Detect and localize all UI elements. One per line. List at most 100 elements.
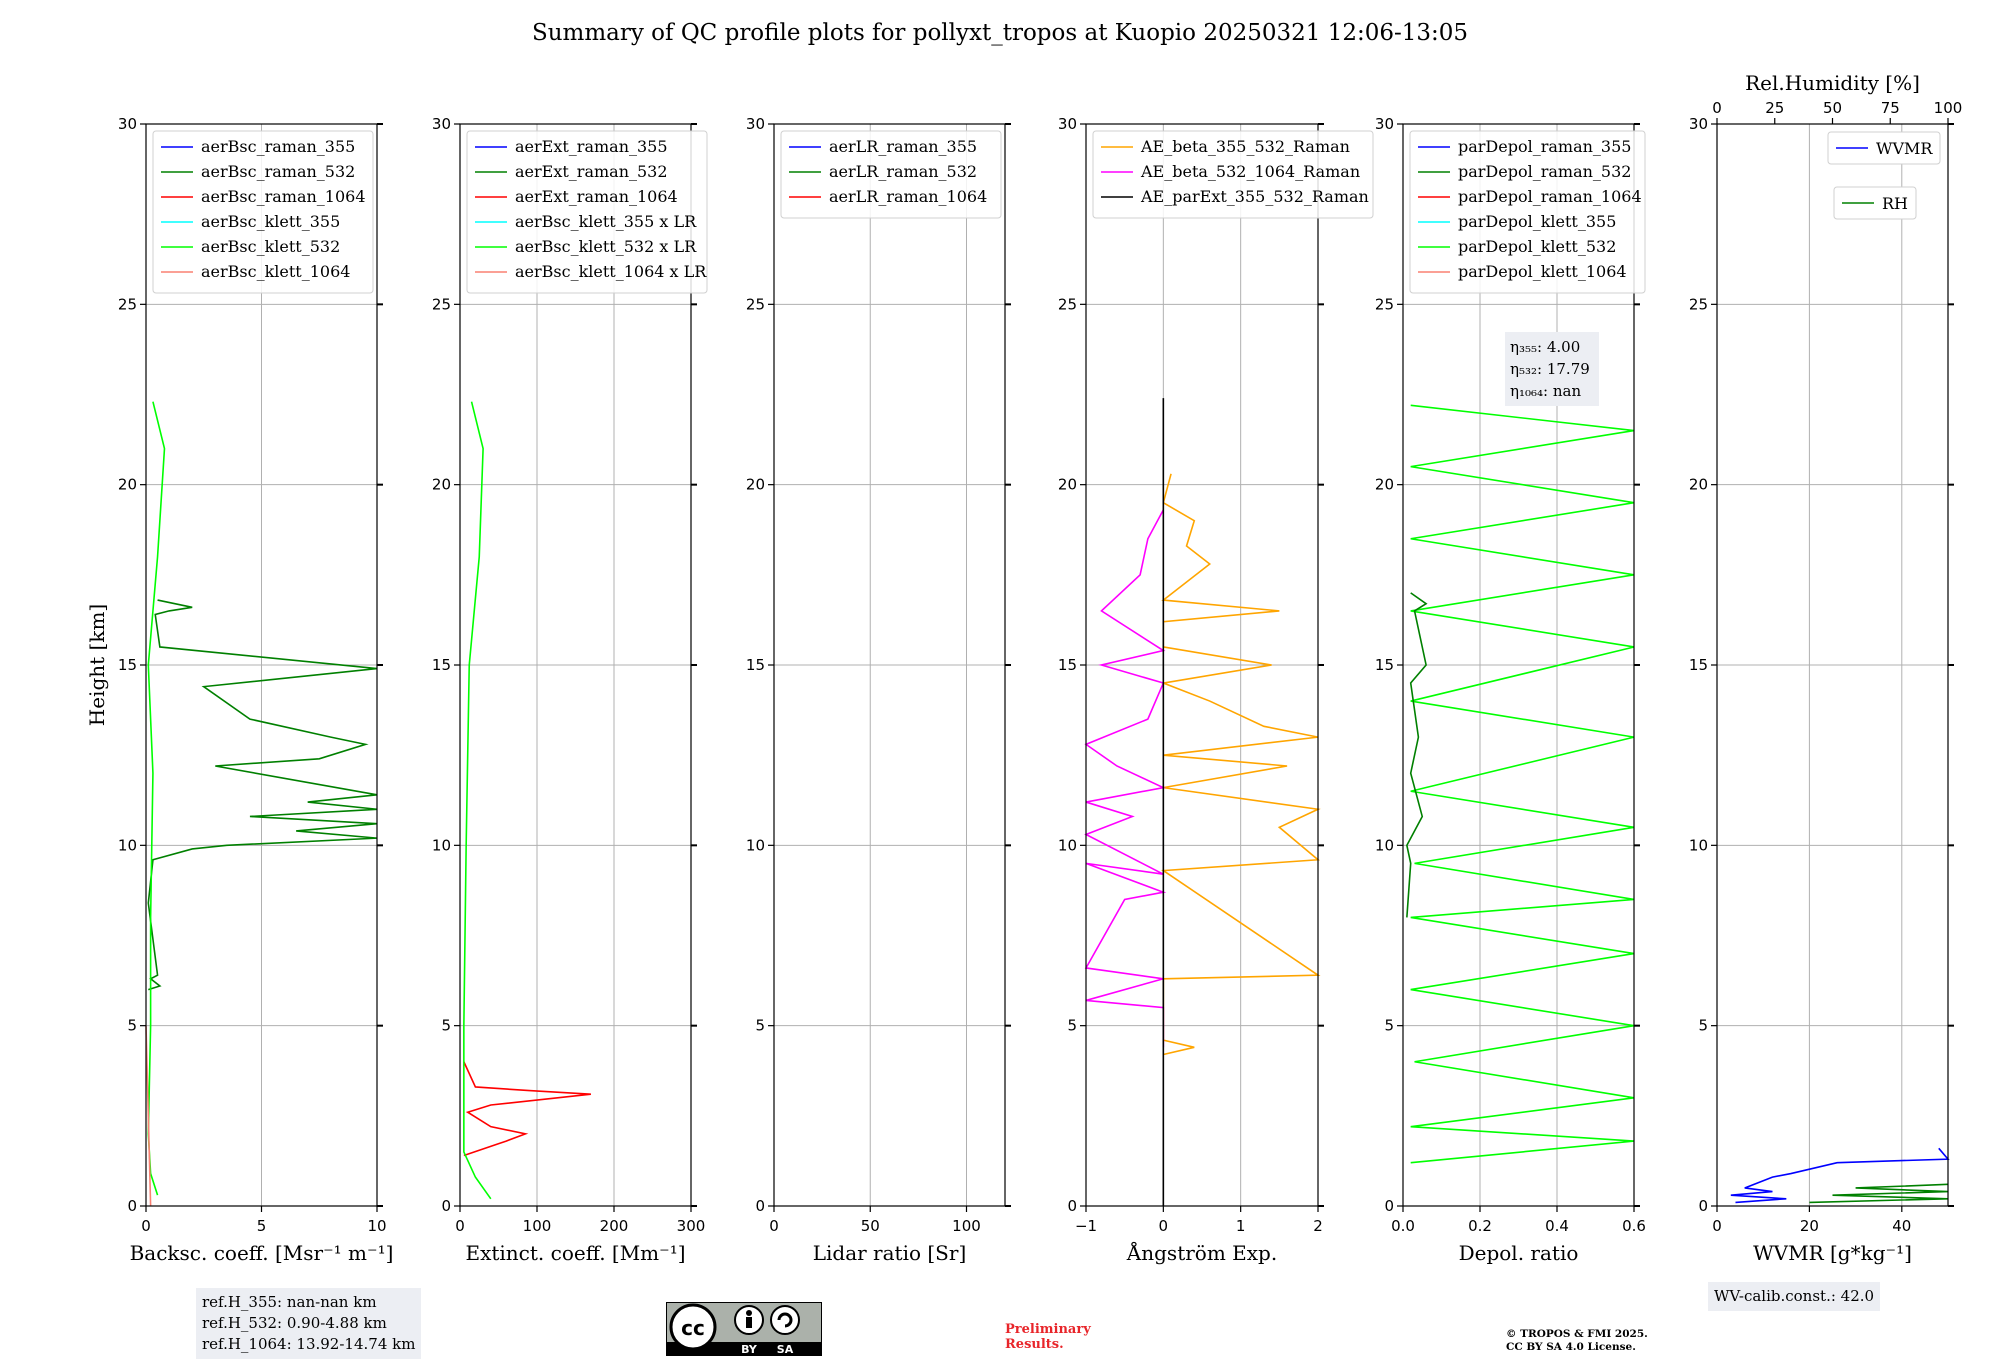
- bsc-series-aerBsc_raman_532: [147, 599, 378, 991]
- figure-title: Summary of QC profile plots for pollyxt_…: [531, 20, 1469, 46]
- bsc-ytick-label: 10: [118, 836, 137, 854]
- ae-legend-box: [1092, 130, 1374, 219]
- ref-height-1064: ref.H_1064: 13.92-14.74 km: [202, 1335, 416, 1353]
- ext-xtick-label: 100: [523, 1217, 552, 1235]
- depol-ytick-label: 5: [1384, 1017, 1394, 1035]
- wv-top-xtick-label: 25: [1765, 99, 1784, 117]
- ae-legend-AE_parExt_355_532_Raman: AE_parExt_355_532_Raman: [1140, 187, 1369, 206]
- ae-ytick-label: 10: [1058, 836, 1077, 854]
- lr-xlabel: Lidar ratio [Sr]: [813, 1241, 967, 1265]
- depol-legend-parDepol_klett_532: parDepol_klett_532: [1458, 237, 1616, 256]
- wv-ytick-label: 0: [1698, 1197, 1708, 1215]
- ext-ytick-label: 15: [432, 656, 451, 674]
- ext-legend-aerExt_raman_532: aerExt_raman_532: [515, 162, 668, 181]
- wv-legend-box: [1833, 186, 1917, 220]
- ae-ytick-label: 30: [1058, 115, 1077, 133]
- depol-legend-parDepol_klett_1064: parDepol_klett_1064: [1458, 262, 1627, 281]
- depol-series-parDepol_raman_532: [1406, 592, 1428, 918]
- bsc-legend-aerBsc_raman_1064: aerBsc_raman_1064: [201, 187, 366, 206]
- ae-xlabel: Ångström Exp.: [1126, 1240, 1277, 1265]
- bsc-ytick-label: 25: [118, 295, 137, 313]
- wv-ytick-label: 15: [1689, 656, 1708, 674]
- depol-xtick-label: 0.2: [1468, 1217, 1492, 1235]
- wv-series-WVMR: [1730, 1147, 1950, 1204]
- wv-ytick-label: 10: [1689, 836, 1708, 854]
- ext-series-aerExt_raman_1064: [463, 1061, 591, 1157]
- depol-legend-parDepol_raman_532: parDepol_raman_532: [1458, 162, 1631, 181]
- ext-legend-aerExt_raman_355: aerExt_raman_355: [515, 137, 668, 156]
- wv-calib-const: WV-calib.const.: 42.0: [1714, 1287, 1875, 1305]
- ae-ytick-label: 25: [1058, 295, 1077, 313]
- preliminary-line-2: Results.: [1005, 1337, 1064, 1352]
- bsc-legend-aerBsc_klett_1064: aerBsc_klett_1064: [201, 262, 350, 281]
- depol-ytick-label: 30: [1375, 115, 1394, 133]
- wv-top-xtick-label: 50: [1823, 99, 1842, 117]
- wv-top-xtick-label: 100: [1934, 99, 1963, 117]
- depol-legend-parDepol_raman_355: parDepol_raman_355: [1458, 137, 1631, 156]
- bsc-ytick-label: 0: [127, 1197, 137, 1215]
- wv-top-xtick-label: 0: [1712, 99, 1722, 117]
- bsc-xtick-label: 5: [257, 1217, 267, 1235]
- lr-xtick-label: 100: [952, 1217, 981, 1235]
- cc-letters: cc: [681, 1316, 705, 1340]
- bsc-xtick-label: 10: [367, 1217, 386, 1235]
- bsc-legend-aerBsc_raman_532: aerBsc_raman_532: [201, 162, 355, 181]
- depol-legend-box: [1409, 130, 1646, 294]
- bsc-ytick-label: 15: [118, 656, 137, 674]
- wv-legend-box: [1827, 131, 1941, 165]
- ae-ytick-label: 0: [1067, 1197, 1077, 1215]
- ae-series-AE_beta_532_1064_Raman: [1084, 509, 1167, 1048]
- wv-legend-RH: RH: [1882, 194, 1908, 213]
- lr-ytick-label: 0: [755, 1197, 765, 1215]
- depol-legend-parDepol_raman_1064: parDepol_raman_1064: [1458, 187, 1642, 206]
- ref-height-355: ref.H_355: nan-nan km: [202, 1293, 377, 1311]
- depol-xtick-label: 0.0: [1391, 1217, 1415, 1235]
- ext-legend-aerBsc_klett_532 x LR: aerBsc_klett_532 x LR: [515, 237, 697, 256]
- wv-ytick-label: 30: [1689, 115, 1708, 133]
- depol-xlabel: Depol. ratio: [1459, 1241, 1579, 1265]
- bsc-series-aerBsc_klett_1064: [145, 1025, 152, 1207]
- wv-xtick-label: 40: [1892, 1217, 1911, 1235]
- wv-xtick-label: 0: [1712, 1217, 1722, 1235]
- ae-series-AE_beta_355_532_Raman: [1160, 473, 1321, 1056]
- ext-legend-box: [466, 130, 708, 294]
- ext-xtick-label: 300: [677, 1217, 706, 1235]
- ae-xtick-label: 1: [1236, 1217, 1246, 1235]
- ae-ytick-label: 15: [1058, 656, 1077, 674]
- depol-ytick-label: 25: [1375, 295, 1394, 313]
- bsc-xlabel: Backsc. coeff. [Msr⁻¹ m⁻¹]: [130, 1241, 394, 1265]
- bsc-legend-aerBsc_raman_355: aerBsc_raman_355: [201, 137, 355, 156]
- ae-ytick-label: 5: [1067, 1017, 1077, 1035]
- bsc-legend-aerBsc_klett_355: aerBsc_klett_355: [201, 212, 340, 231]
- depol-xtick-label: 0.6: [1622, 1217, 1646, 1235]
- cc-by-label: BY: [741, 1343, 758, 1356]
- depol-xtick-label: 0.4: [1545, 1217, 1569, 1235]
- wv-calib-info: WV-calib.const.: 42.0: [1708, 1282, 1881, 1311]
- wv-ytick-label: 20: [1689, 476, 1708, 494]
- lr-ytick-label: 15: [746, 656, 765, 674]
- depol-info-line: η₁₀₆₄: nan: [1510, 382, 1581, 400]
- bsc-legend-aerBsc_klett_532: aerBsc_klett_532: [201, 237, 340, 256]
- depol-series-parDepol_klett_532: [1410, 404, 1635, 1164]
- lr-legend-box: [780, 130, 1002, 219]
- depol-legend-parDepol_klett_355: parDepol_klett_355: [1458, 212, 1616, 231]
- wv-top-xtick-label: 75: [1881, 99, 1900, 117]
- ext-ytick-label: 10: [432, 836, 451, 854]
- lr-legend-aerLR_raman_1064: aerLR_raman_1064: [829, 187, 987, 206]
- ext-legend-aerBsc_klett_355 x LR: aerBsc_klett_355 x LR: [515, 212, 697, 231]
- y-axis-label: Height [km]: [85, 604, 109, 726]
- wv-legend-WVMR: WVMR: [1876, 139, 1933, 158]
- wv-xlabel: WVMR [g*kg⁻¹]: [1753, 1241, 1912, 1265]
- depol-ytick-label: 15: [1375, 656, 1394, 674]
- copyright-line-2: CC BY SA 4.0 License.: [1506, 1341, 1636, 1353]
- bsc-ytick-label: 5: [127, 1017, 137, 1035]
- ae-xtick-label: −1: [1075, 1217, 1097, 1235]
- cc-sa-label: SA: [777, 1343, 794, 1356]
- bsc-legend-box: [152, 130, 374, 294]
- ae-legend-AE_beta_355_532_Raman: AE_beta_355_532_Raman: [1140, 137, 1350, 156]
- depol-info-line: η₅₃₂: 17.79: [1510, 360, 1590, 378]
- cc-by-sa-logo: cc BY SA: [666, 1302, 822, 1356]
- bsc-xtick-label: 0: [141, 1217, 151, 1235]
- wv-series-RH: [1809, 1183, 1949, 1204]
